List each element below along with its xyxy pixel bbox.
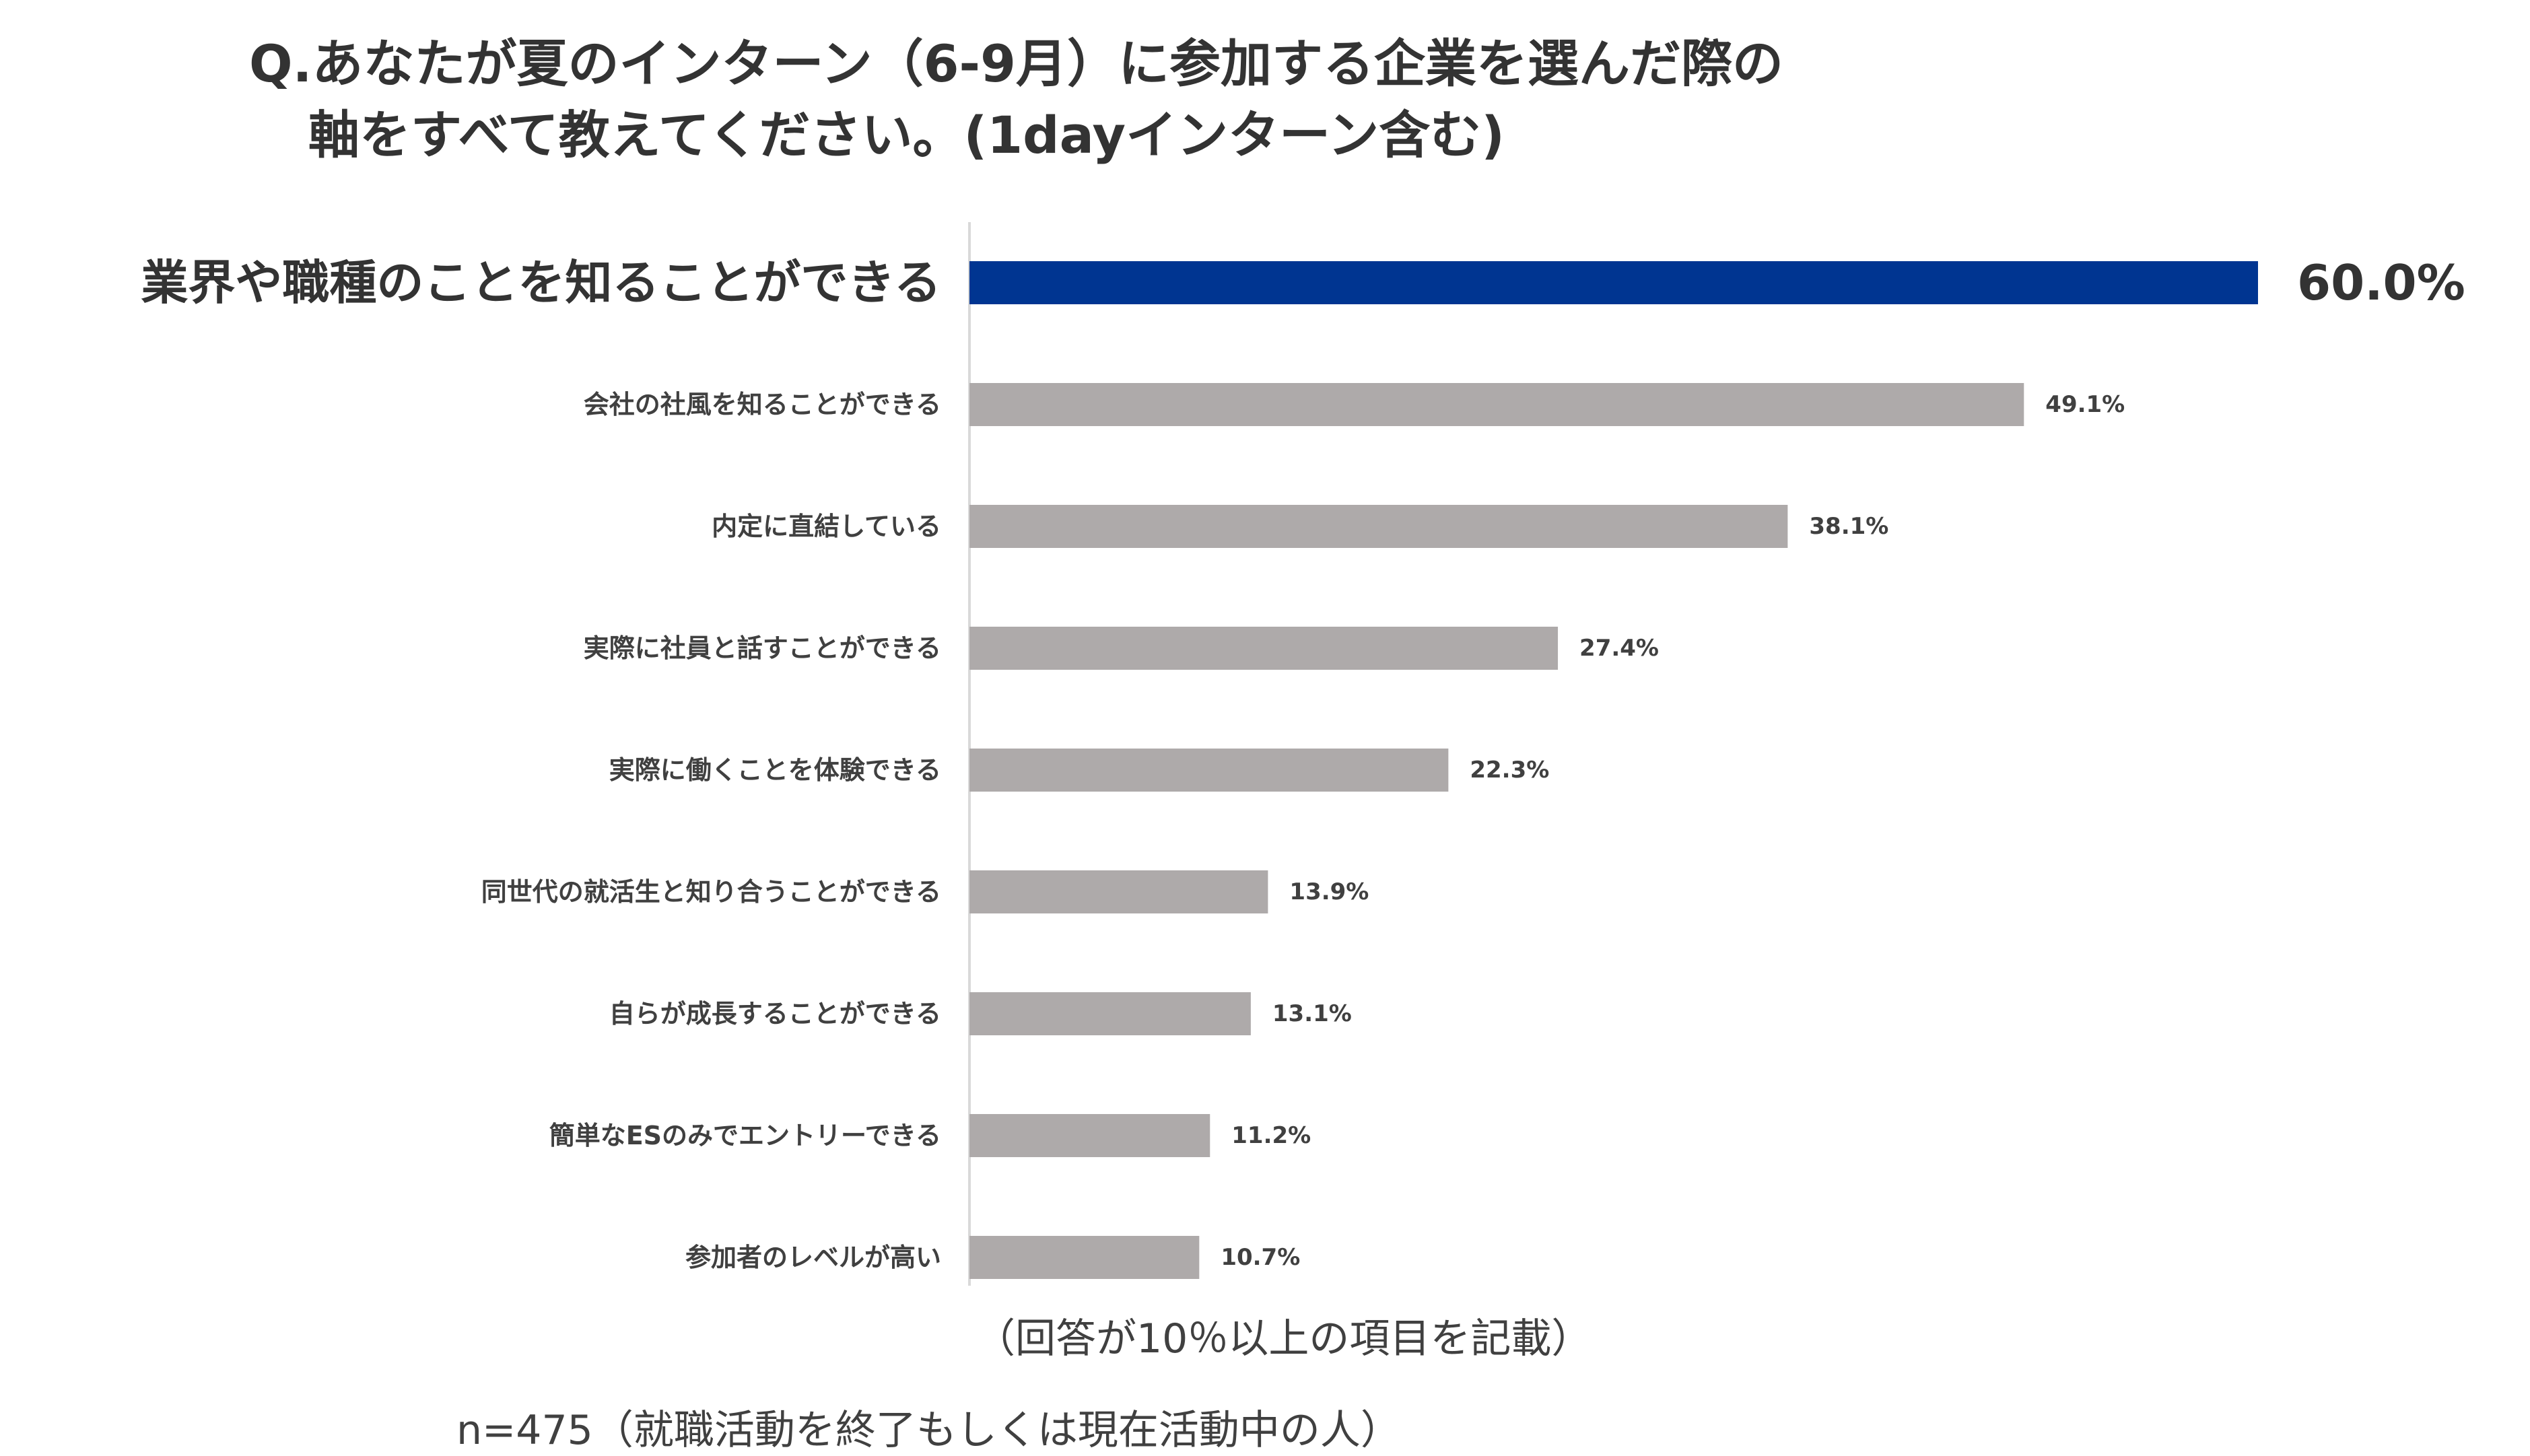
bar-7 [969, 992, 1251, 1035]
chart-title-line2: 軸をすべて教えてください。(1dayインターン含む) [308, 105, 1505, 165]
bar-9 [969, 1236, 1200, 1279]
data-label-8: 11.2% [1231, 1122, 1311, 1149]
data-label-9: 10.7% [1221, 1244, 1300, 1271]
category-label-4: 実際に社員と話すことができる [584, 633, 941, 663]
data-label-3: 38.1% [1809, 513, 1888, 540]
data-label-4: 27.4% [1579, 635, 1659, 662]
category-label-6: 同世代の就活生と知り合うことができる [481, 877, 941, 907]
bar-4 [969, 627, 1559, 670]
category-label-8: 簡単なESのみでエントリーできる [549, 1121, 941, 1150]
bar-3 [969, 505, 1788, 548]
category-label-1: 業界や職種のことを知ることができる [141, 255, 941, 310]
bar-1 [969, 261, 2258, 304]
data-label-1: 60.0% [2297, 254, 2465, 311]
category-label-5: 実際に働くことを体験できる [609, 755, 941, 785]
bar-5 [969, 749, 1449, 792]
bar-2 [969, 383, 2024, 426]
data-label-2: 49.1% [2045, 391, 2125, 418]
category-label-9: 参加者のレベルが高い [685, 1243, 941, 1272]
category-label-3: 内定に直結している [712, 512, 941, 541]
bar-6 [969, 870, 1268, 913]
data-label-5: 22.3% [1470, 757, 1549, 784]
chart-title-line1: Q.あなたが夏のインターン（6-9月）に参加する企業を選んだ際の [249, 34, 1783, 94]
category-label-7: 自らが成長することができる [609, 999, 941, 1029]
sample-size-note: n=475（就職活動を終了もしくは現在活動中の人） [456, 1407, 1401, 1454]
data-label-7: 13.1% [1272, 1000, 1352, 1027]
chart-title: Q.あなたが夏のインターン（6-9月）に参加する企業を選んだ際の 軸をすべて教え… [249, 28, 1783, 171]
category-label-2: 会社の社風を知ることができる [584, 390, 941, 419]
chart-note: （回答が10％以上の項目を記載） [975, 1315, 1592, 1362]
data-label-6: 13.9% [1289, 878, 1369, 905]
bar-8 [969, 1114, 1210, 1157]
